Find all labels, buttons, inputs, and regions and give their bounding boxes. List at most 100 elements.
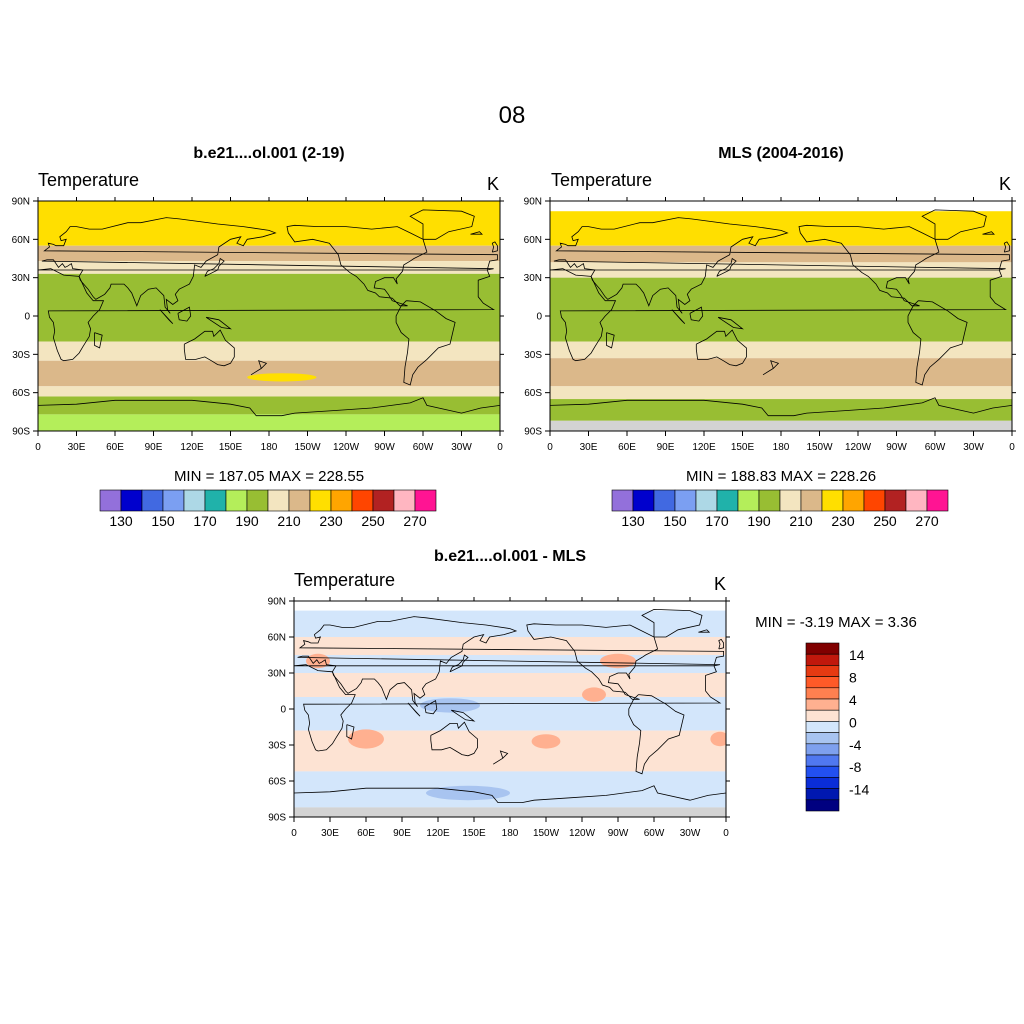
- coastline: [907, 300, 968, 386]
- colorbar-swatch: [162, 489, 185, 512]
- contour-band: [550, 341, 1012, 359]
- colorbar-label: 190: [235, 513, 259, 529]
- contour-band: [38, 273, 500, 342]
- contour-band: [294, 697, 726, 731]
- colorbar-label: 8: [849, 670, 857, 686]
- colorbar-swatch: [805, 653, 840, 666]
- colorbar-label: 230: [831, 513, 855, 529]
- coastline: [492, 750, 509, 765]
- lon-tick-label: 150E: [731, 442, 755, 453]
- coastline: [698, 629, 711, 633]
- lon-tick-label: 90W: [608, 828, 629, 839]
- contour-band: [550, 386, 1012, 400]
- colorbar-swatch: [805, 698, 840, 711]
- colorbar-label: -8: [849, 759, 862, 775]
- lat-tick-label: 90N: [524, 197, 542, 208]
- lat-tick-label: 60S: [268, 777, 286, 788]
- stats-diff: MIN = -3.19 MAX = 3.36: [755, 614, 917, 631]
- coastline: [204, 257, 225, 277]
- lat-tick-label: 60N: [524, 235, 542, 246]
- lat-tick-label: 60S: [524, 388, 542, 399]
- colorbar-diff: 14 8 4 0 -4 -8 -14: [805, 642, 869, 812]
- colorbar-obs: 130 150 170 190 210 230 250 270: [611, 489, 949, 529]
- coastline: [628, 694, 685, 775]
- colorbar-swatch: [758, 489, 781, 512]
- lon-tick-label: 120W: [845, 442, 872, 453]
- colorbar-label: 170: [705, 513, 729, 529]
- colorbar-swatch: [309, 489, 332, 512]
- lon-tick-label: 30W: [963, 442, 984, 453]
- coastline: [395, 300, 456, 386]
- variable-label-model: Temperature: [38, 170, 139, 190]
- coastline: [159, 309, 174, 324]
- colorbar-swatch: [805, 743, 840, 756]
- contour-band: [294, 637, 726, 655]
- coastline: [177, 306, 192, 322]
- lon-tick-label: 150E: [219, 442, 243, 453]
- colorbar-swatch: [805, 765, 840, 778]
- lon-tick-label: 180: [261, 442, 278, 453]
- lon-tick-label: 150W: [294, 442, 321, 453]
- colorbar-swatch: [414, 489, 437, 512]
- lon-tick-label: 60E: [618, 442, 636, 453]
- coastline: [491, 241, 498, 253]
- units-label-model: K: [487, 174, 499, 194]
- lat-tick-label: 0: [536, 312, 542, 323]
- stats-obs: MIN = 188.83 MAX = 228.26: [686, 468, 876, 485]
- colorbar-swatch: [141, 489, 164, 512]
- panel-diff: b.e21....ol.001 - MLS Temperature K 0 30E…: [268, 548, 917, 839]
- lat-tick-label: 90S: [12, 427, 30, 438]
- lat-tick-label: 60N: [12, 235, 30, 246]
- colorbar-swatch: [674, 489, 697, 512]
- missing-data-region: [294, 807, 726, 817]
- lon-tick-label: 60W: [413, 442, 434, 453]
- contour-band: [38, 261, 500, 274]
- colorbar-label: 150: [663, 513, 687, 529]
- contour-band: [38, 245, 500, 262]
- colorbar-label: 150: [151, 513, 175, 529]
- lat-tick-label: 0: [24, 312, 30, 323]
- colorbar-swatch: [611, 489, 634, 512]
- lon-tick-label: 120E: [692, 442, 716, 453]
- coastline: [641, 608, 703, 638]
- colorbar-label: 130: [109, 513, 133, 529]
- colorbar-swatch: [800, 489, 823, 512]
- colorbar-swatch: [246, 489, 269, 512]
- contour-band: [550, 211, 1012, 246]
- contour-band: [294, 655, 726, 673]
- lon-tick-label: 60W: [925, 442, 946, 453]
- colorbar-swatch: [805, 676, 840, 689]
- lon-tick-label: 0: [723, 828, 729, 839]
- lat-tick-label: 90S: [524, 427, 542, 438]
- lon-tick-label: 0: [547, 442, 553, 453]
- colorbar-swatch: [905, 489, 928, 512]
- coastline: [798, 224, 940, 307]
- coastline: [671, 309, 686, 324]
- lon-tick-label: 30E: [580, 442, 598, 453]
- coastline: [762, 360, 780, 376]
- contour-blob: [420, 698, 480, 713]
- lat-tick-label: 30N: [12, 273, 30, 284]
- colorbar-swatch: [805, 709, 840, 722]
- lon-tick-label: 0: [497, 442, 503, 453]
- lat-tick-label: 30S: [12, 350, 30, 361]
- coastline: [1003, 241, 1010, 253]
- lat-tick-label: 90S: [268, 813, 286, 824]
- colorbar-swatch: [805, 665, 840, 677]
- coastline: [921, 209, 987, 240]
- coastline: [550, 397, 1012, 417]
- colorbar-label: 250: [361, 513, 385, 529]
- colorbar-swatch: [805, 788, 840, 801]
- lat-tick-label: 30N: [524, 273, 542, 284]
- colorbar-label: -4: [849, 737, 862, 753]
- lon-tick-label: 0: [1009, 442, 1015, 453]
- lat-tick-label: 90N: [268, 597, 286, 608]
- colorbar-swatch: [225, 489, 248, 512]
- colorbar-swatch: [884, 489, 907, 512]
- colorbar-swatch: [842, 489, 865, 512]
- contour-blob: [582, 687, 606, 702]
- coastline: [695, 329, 747, 367]
- contour-blob: [348, 729, 384, 749]
- lon-tick-label: 120W: [569, 828, 596, 839]
- colorbar-swatch: [204, 489, 227, 512]
